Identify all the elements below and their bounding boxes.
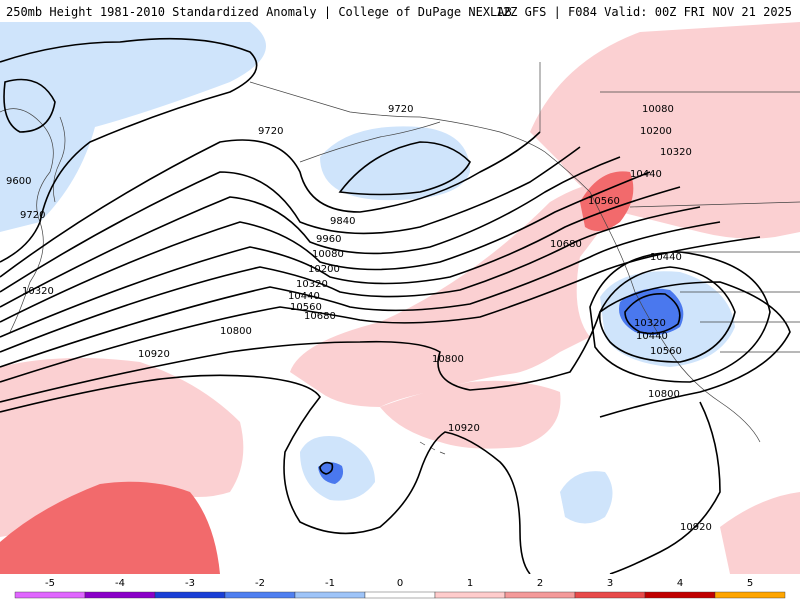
contour-label: 10680 [550,239,582,250]
positive-anomaly-band-2 [380,380,561,449]
anomaly-colorbar: -5 -4 -3 -2 -1 0 1 2 3 4 5 [14,578,786,599]
colorbar-tick-label: -3 [185,578,195,589]
contour-10080 [0,156,621,308]
contour-label: 10320 [22,286,54,297]
colorbar-tick-label: 0 [397,578,403,589]
contour-label: 10800 [648,389,680,400]
contour-label: 10680 [304,311,336,322]
contour-label: 9720 [258,126,283,137]
colorbar-tick-label: -5 [45,578,55,589]
colorbar-segment [154,591,226,599]
us-canada-border [629,201,800,208]
contour-label: 10920 [138,349,170,360]
contour-label: 10320 [660,147,692,158]
contour-10200 [0,171,651,323]
contour-10320 [0,186,681,338]
height-contours [0,37,791,574]
colorbar-tick-label: 3 [607,578,613,589]
contour-10920-pacific [0,374,531,574]
contour-10440-low [598,266,736,363]
map-header: 250mb Height 1981-2010 Standardized Anom… [0,0,800,22]
contour-label: 10200 [640,126,672,137]
contour-label: 10440 [630,169,662,180]
geography-lines [0,62,800,455]
colorbar-tick-label: 2 [537,578,543,589]
model-run-info: 12Z GFS | F084 Valid: 00Z FRI NOV 21 202… [495,5,792,19]
aleutians [299,121,441,163]
contour-label: 9720 [388,104,413,115]
contour-9720-alaska [338,141,471,196]
contour-label: 10080 [642,104,674,115]
colorbar-segment [14,591,86,599]
contour-label: 10080 [312,249,344,260]
colorbar-segment [294,591,366,599]
contour-label: 9840 [330,216,355,227]
negative-anomaly-nw [0,22,266,232]
colorbar-segment [364,591,436,599]
contour-10800 [0,281,791,418]
colorbar-tick-label: -2 [255,578,265,589]
colorbar-segment [644,591,716,599]
kamchatka [53,116,66,203]
positive-anomaly-sw-core [0,481,220,574]
contour-9840 [0,131,541,278]
colorbar-segment [574,591,646,599]
canada-coast [544,151,761,443]
contour-10320-low [624,293,681,335]
contour-labels: 9720 9720 9600 9720 9840 9960 10080 1020… [6,104,712,533]
colorbar-segment [434,591,506,599]
contour-10560-low [589,251,771,383]
colorbar-tick-label: -4 [115,578,125,589]
contour-label: 9960 [316,234,341,245]
colorbar-segment [224,591,296,599]
negative-anomaly-south [560,471,613,524]
contour-9960 [0,146,581,293]
state-lines [680,251,800,353]
contour-label: 10200 [308,264,340,275]
colorbar-segments [14,591,786,599]
contour-small-low [319,461,334,475]
anomaly-map: 9720 9720 9600 9720 9840 9960 10080 1020… [0,22,800,574]
map-title: 250mb Height 1981-2010 Standardized Anom… [6,5,512,19]
alaska-coast [249,81,546,153]
negative-anomaly-pacific-core [318,462,344,484]
colorbar-tick-label: 4 [677,578,683,589]
contour-label: 9720 [20,210,45,221]
contour-label: 10920 [448,423,480,434]
contour-10560 [0,221,721,368]
contour-label: 10440 [636,331,668,342]
contour-label: 10920 [680,522,712,533]
negative-anomaly-alaska [320,126,470,201]
colorbar-tick-label: 5 [747,578,753,589]
asia-coast [0,108,54,333]
contour-label: 10560 [290,302,322,313]
colorbar-tick-label: -1 [325,578,335,589]
positive-anomaly-se [720,492,800,574]
colorbar-segment [84,591,156,599]
colorbar-segment [714,591,786,599]
contour-label: 10320 [296,279,328,290]
negative-anomaly-california-core [619,288,684,336]
contour-10440 [0,206,701,353]
contour-9720-north [0,37,258,263]
contour-10680 [0,236,761,383]
colorbar-ticks: -5 -4 -3 -2 -1 0 1 2 3 4 5 [45,578,753,589]
contour-label: 10800 [220,326,252,337]
contour-label: 10800 [432,354,464,365]
contour-9600-ring [3,78,56,133]
contour-10920-east [609,401,721,574]
contour-label: 10440 [650,252,682,263]
colorbar-segment [504,591,576,599]
contour-label: 10560 [650,346,682,357]
contour-label: 10560 [588,196,620,207]
contour-label: 10440 [288,291,320,302]
contour-label: 9600 [6,176,31,187]
colorbar-tick-label: 1 [467,578,473,589]
canada-north [539,62,800,132]
contour-label: 10320 [634,318,666,329]
